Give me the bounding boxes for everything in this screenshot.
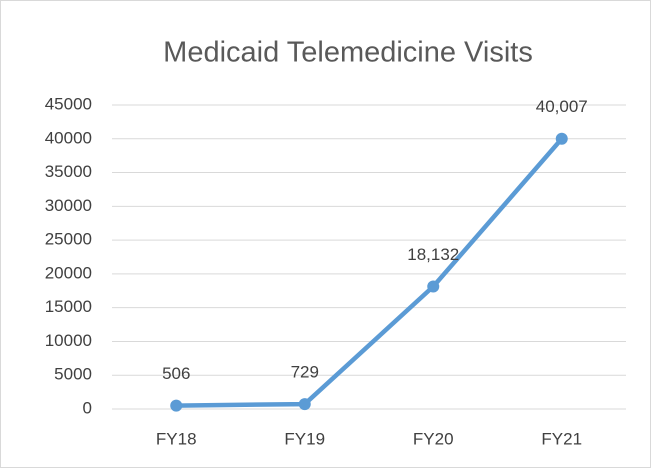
data-point: [298, 398, 311, 411]
y-tick-label: 30000: [45, 196, 92, 215]
data-point: [555, 132, 568, 145]
data-line: [174, 136, 564, 408]
data-label: 506: [162, 364, 190, 383]
x-tick-label: FY19: [284, 429, 325, 448]
x-tick-label: FY21: [541, 429, 582, 448]
x-tick-label: FY18: [156, 429, 197, 448]
y-tick-label: 10000: [45, 331, 92, 350]
y-tick-label: 45000: [45, 94, 92, 113]
y-tick-label: 20000: [45, 263, 92, 282]
data-label: 40,007: [536, 97, 588, 116]
x-tick-label: FY20: [413, 429, 454, 448]
chart-title: Medicaid Telemedicine Visits: [163, 37, 533, 69]
data-point: [427, 280, 440, 293]
y-tick-label: 0: [83, 398, 92, 417]
data-label: 729: [291, 363, 319, 382]
y-tick-label: 5000: [54, 365, 92, 384]
y-tick-label: 25000: [45, 230, 92, 249]
data-point: [170, 399, 183, 412]
y-tick-label: 35000: [45, 162, 92, 181]
y-tick-label: 40000: [45, 128, 92, 147]
y-tick-label: 15000: [45, 297, 92, 316]
data-label: 18,132: [407, 245, 459, 264]
